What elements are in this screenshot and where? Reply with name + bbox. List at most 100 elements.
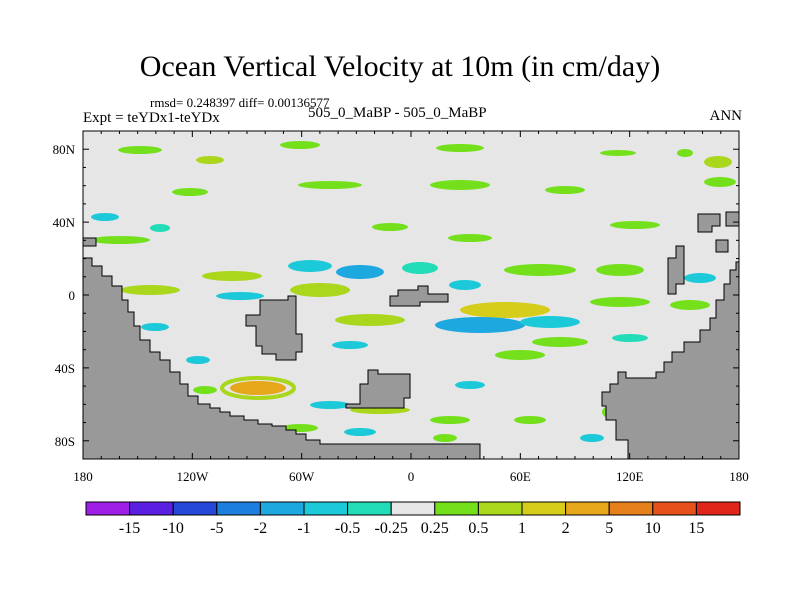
colorbar-label: 10 xyxy=(645,520,661,537)
land-west xyxy=(83,257,481,459)
anomaly-patch xyxy=(220,376,296,400)
x-tick-label: 180 xyxy=(73,469,93,484)
colorbar-swatch xyxy=(608,501,654,516)
colorbar-label: -0.5 xyxy=(335,520,360,537)
anomaly-patch xyxy=(202,271,262,281)
stats-text: rmsd= 0.248397 diff= 0.00136577 xyxy=(150,95,330,110)
anomaly-patch xyxy=(532,337,588,347)
colorbar-swatch xyxy=(129,501,174,516)
anomaly-patch xyxy=(216,292,264,300)
land-ne-3 xyxy=(667,245,685,295)
anomaly-patch xyxy=(335,314,405,326)
anomaly-patch xyxy=(449,280,481,290)
anomaly-patch xyxy=(545,186,585,194)
colorbar-swatch xyxy=(477,501,523,516)
colorbar-label: -2 xyxy=(254,520,267,537)
anomaly-patch xyxy=(193,386,217,394)
map-content xyxy=(83,141,739,459)
anomaly-patch xyxy=(504,264,576,276)
anomaly-patch xyxy=(91,213,119,221)
anomaly-patch xyxy=(196,156,224,164)
colorbar: -15 -10 -5 -2 -1 -0.5 -0.25 0.25 0.5 1 2 5 10 15 xyxy=(85,501,741,537)
anomaly-patch xyxy=(600,150,636,156)
x-tick-label: 0 xyxy=(408,469,415,484)
land-ne-2 xyxy=(725,211,739,227)
colorbar-swatch xyxy=(303,501,349,516)
experiment-label: Expt = teYDx1-teYDx xyxy=(83,110,220,126)
colorbar-swatch xyxy=(695,501,741,516)
anomaly-patch xyxy=(150,224,170,232)
colorbar-swatch xyxy=(259,501,305,516)
anomaly-patch xyxy=(704,177,736,187)
anomaly-patch xyxy=(172,188,208,196)
colorbar-label: -15 xyxy=(119,520,140,537)
anomaly-patch xyxy=(495,350,545,360)
colorbar-swatch xyxy=(216,501,261,516)
colorbar-label: 0.25 xyxy=(421,520,449,537)
anomaly-patch xyxy=(448,234,492,242)
anomaly-patch xyxy=(372,223,408,231)
anomaly-patch xyxy=(430,416,470,424)
colorbar-swatch xyxy=(172,501,218,516)
land-east xyxy=(601,261,739,459)
y-tick-label: 80N xyxy=(53,142,76,157)
x-tick-label: 60W xyxy=(289,469,315,484)
colorbar-label: 0.5 xyxy=(468,520,488,537)
land-ne-4 xyxy=(715,239,729,253)
season-label: ANN xyxy=(709,108,743,124)
anomaly-patch xyxy=(230,381,286,395)
x-tick-label: 180 xyxy=(729,469,749,484)
anomaly-patch xyxy=(612,334,648,342)
colorbar-label: -5 xyxy=(210,520,223,537)
anomaly-patch xyxy=(280,141,320,149)
anomaly-patch xyxy=(288,260,332,272)
colorbar-label: -0.25 xyxy=(375,520,408,537)
anomaly-patch xyxy=(332,341,368,349)
anomaly-patch xyxy=(186,356,210,364)
anomaly-patch xyxy=(520,316,580,328)
colorbar-swatch xyxy=(390,501,436,516)
land-equatorial xyxy=(389,285,449,307)
land-ne-1 xyxy=(697,213,721,233)
colorbar-swatch xyxy=(85,501,131,516)
anomaly-patch xyxy=(455,381,485,389)
land-south xyxy=(345,369,411,409)
axis-ticks: 180 120W 60W 0 60E 120E 180 80N 40N 0 40S 80S xyxy=(53,131,749,484)
anomaly-patch xyxy=(580,434,604,442)
chart-title: Ocean Vertical Velocity at 10m (in cm/da… xyxy=(139,50,661,83)
anomaly-patch xyxy=(514,416,546,424)
colorbar-label: -10 xyxy=(163,520,184,537)
colorbar-swatch xyxy=(565,501,610,516)
anomaly-patch xyxy=(435,317,525,333)
anomaly-patch xyxy=(336,265,384,279)
anomaly-patch xyxy=(118,146,162,154)
x-tick-label: 120W xyxy=(176,469,209,484)
colorbar-swatch xyxy=(347,501,392,516)
x-tick-label: 120E xyxy=(616,469,644,484)
anomaly-patch xyxy=(141,323,169,331)
anomaly-patch xyxy=(460,302,550,318)
land-west-north xyxy=(83,237,97,247)
anomaly-patch xyxy=(310,401,350,409)
anomaly-patch xyxy=(402,262,438,274)
y-tick-label: 40S xyxy=(55,361,75,376)
anomaly-patch xyxy=(590,297,650,307)
anomaly-patch xyxy=(684,273,716,283)
subtitle: 505_0_MaBP - 505_0_MaBP xyxy=(308,105,487,121)
anomaly-patch xyxy=(670,300,710,310)
field-anomalies xyxy=(90,141,736,442)
anomaly-patch xyxy=(344,428,376,436)
x-tick-label: 60E xyxy=(510,469,531,484)
y-tick-label: 80S xyxy=(55,434,75,449)
anomaly-patch xyxy=(610,221,660,229)
colorbar-label: 1 xyxy=(518,520,526,537)
y-tick-label: 0 xyxy=(69,288,76,303)
colorbar-swatch xyxy=(521,501,567,516)
anomaly-patch xyxy=(120,285,180,295)
anomaly-patch xyxy=(433,434,457,442)
colorbar-label: 2 xyxy=(562,520,570,537)
anomaly-patch xyxy=(596,264,644,276)
colorbar-swatch xyxy=(652,501,697,516)
anomaly-patch xyxy=(290,283,350,297)
colorbar-label: -1 xyxy=(297,520,310,537)
